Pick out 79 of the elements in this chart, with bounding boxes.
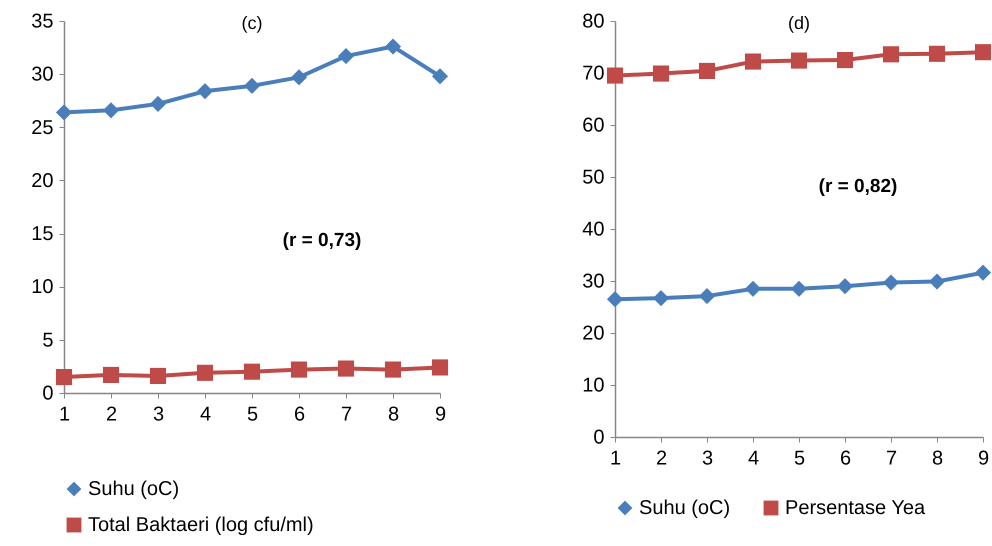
x-tick-label: 9 [978, 448, 990, 470]
point [290, 69, 308, 86]
point [384, 38, 402, 55]
point [974, 44, 992, 60]
point [150, 96, 166, 112]
x-tick-label: 2 [656, 448, 668, 470]
x-tick-label: 3 [702, 448, 714, 470]
y-tick-label: 35 [31, 10, 54, 32]
point [836, 52, 854, 68]
x-tick-label: 7 [886, 448, 898, 470]
point [974, 264, 992, 281]
point [150, 368, 166, 384]
point [790, 280, 808, 297]
point [744, 280, 762, 297]
y-tick-label: 5 [42, 329, 54, 352]
x-tick-label: 8 [932, 448, 944, 470]
point [338, 360, 354, 377]
x-tick-label: 6 [294, 404, 306, 426]
x-tick-label: 5 [794, 448, 806, 470]
y-tick-label: 50 [582, 166, 604, 188]
point [290, 362, 308, 378]
x-tick-label: 3 [152, 404, 164, 426]
point [606, 291, 624, 308]
annotation: (r = 0,82) [818, 176, 898, 197]
y-tick-label: 80 [582, 10, 604, 32]
x-tick-label: 9 [434, 404, 446, 426]
point [56, 368, 72, 386]
point [882, 274, 900, 291]
point [196, 83, 214, 100]
point [102, 102, 120, 118]
point [384, 362, 402, 378]
point [744, 54, 762, 70]
y-tick-label: 30 [582, 270, 604, 292]
x-tick-label: 4 [748, 448, 760, 470]
point [698, 288, 716, 304]
y-tick-label: 25 [31, 116, 54, 139]
x-tick-label: 1 [58, 404, 70, 426]
x-tick-label: 7 [340, 404, 352, 426]
annotation: (r = 0,73) [282, 230, 362, 251]
y-tick-label: 10 [582, 374, 604, 396]
legend-label: Suhu (oC) [88, 478, 180, 500]
point [56, 104, 72, 120]
y-tick-label: 40 [582, 218, 604, 240]
x-tick-label: 5 [246, 404, 258, 426]
legend-label: Total Baktaeri (log cfu/ml) [88, 514, 314, 536]
x-tick-label: 4 [200, 404, 212, 426]
y-tick-label: 70 [582, 62, 604, 84]
point [244, 364, 260, 380]
chart-title: (d) [788, 13, 810, 33]
x-tick-label: 6 [840, 448, 852, 470]
point [836, 278, 854, 294]
point [606, 68, 624, 84]
x-tick-label: 1 [610, 448, 622, 470]
y-tick-label: 20 [31, 170, 54, 192]
point [928, 273, 946, 290]
x-tick-label: 8 [388, 404, 400, 426]
x-tick-label: 2 [106, 404, 118, 426]
point [432, 359, 448, 376]
point [698, 62, 716, 79]
point [338, 48, 354, 64]
y-tick-label: 0 [42, 382, 54, 404]
point [244, 78, 260, 94]
point [102, 366, 120, 383]
point [652, 290, 670, 306]
y-tick-label: 60 [582, 114, 604, 136]
legend-label: Persentase Yea [785, 497, 926, 519]
legend-label: Suhu (oC) [639, 497, 730, 519]
y-tick-label: 10 [31, 276, 54, 298]
point [882, 46, 900, 62]
chart-title: (c) [242, 13, 262, 33]
y-tick-label: 15 [31, 223, 54, 246]
point [928, 46, 946, 62]
y-tick-label: 30 [31, 64, 54, 86]
point [432, 68, 448, 84]
point [652, 65, 670, 82]
y-tick-label: 0 [593, 426, 604, 448]
point [790, 52, 808, 69]
point [196, 364, 214, 381]
y-tick-label: 20 [582, 322, 604, 344]
